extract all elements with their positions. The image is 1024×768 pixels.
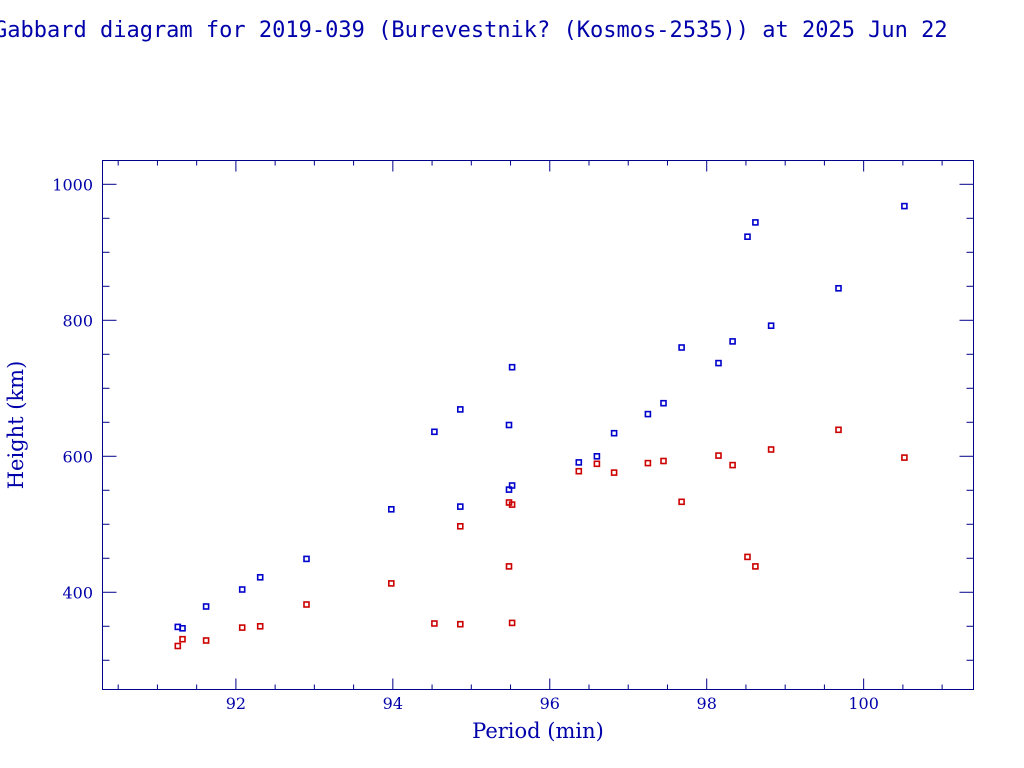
perigee-point (744, 553, 751, 561)
x-tick-label: 96 (540, 694, 560, 713)
apogee-point (256, 573, 264, 581)
perigee-point (610, 469, 618, 476)
perigee-point (456, 620, 464, 628)
perigee-point (508, 619, 516, 627)
data-points (174, 202, 908, 650)
apogee-point (835, 284, 842, 292)
x-axis-label: Period (min) (472, 719, 604, 743)
apogee-point (660, 399, 667, 407)
perigee-point (752, 563, 759, 570)
axis-ticks (102, 160, 974, 690)
apogee-point (238, 586, 246, 593)
perigee-point (835, 426, 842, 434)
perigee-point (256, 622, 264, 630)
perigee-point (303, 601, 310, 608)
apogee-point (456, 406, 464, 413)
apogee-point (575, 459, 583, 466)
apogee-point (610, 429, 618, 437)
apogee-point (431, 428, 438, 436)
x-tick-label: 100 (848, 694, 879, 713)
apogee-point (729, 338, 736, 345)
perigee-point (767, 446, 775, 453)
apogee-point (767, 322, 775, 330)
perigee-point (729, 461, 736, 469)
chart-title: Gabbard diagram for 2019-039 (Burevestni… (0, 18, 948, 43)
apogee-point (744, 233, 751, 240)
perigee-point (575, 467, 583, 475)
perigee-point (901, 454, 908, 461)
y-tick-label: 800 (62, 311, 93, 330)
y-tick-label: 600 (62, 447, 93, 466)
perigee-point (508, 501, 516, 508)
perigee-point (431, 620, 438, 627)
perigee-point (660, 457, 667, 465)
apogee-point (752, 219, 759, 226)
apogee-point (715, 359, 722, 367)
apogee-point (508, 363, 516, 371)
x-tick-label: 94 (383, 694, 403, 713)
perigee-point (644, 459, 652, 467)
y-tick-label: 400 (62, 583, 93, 602)
perigee-point (715, 452, 722, 459)
apogee-point (901, 202, 908, 210)
perigee-point (387, 580, 395, 587)
x-tick-label: 92 (226, 694, 246, 713)
apogee-point (202, 603, 210, 610)
perigee-point (179, 635, 186, 643)
apogee-point (678, 344, 685, 351)
perigee-point (174, 642, 182, 650)
apogee-point (508, 482, 516, 489)
apogee-point (644, 410, 652, 418)
apogee-point (179, 624, 186, 632)
x-tick-label: 98 (697, 694, 717, 713)
apogee-point (593, 452, 601, 460)
perigee-point (678, 498, 685, 506)
plot-frame (102, 160, 974, 690)
perigee-point (456, 522, 464, 530)
apogee-point (387, 505, 395, 513)
axis-tick-labels: 92 94 96 98 100 400 600 800 1000 (52, 175, 879, 713)
perigee-point (238, 624, 246, 631)
perigee-point (505, 563, 513, 570)
perigee-point (593, 460, 601, 468)
apogee-point (505, 421, 513, 429)
apogee-point (303, 555, 310, 563)
y-axis-label: Height (km) (4, 361, 28, 490)
perigee-point (202, 637, 210, 644)
apogee-point (456, 503, 464, 510)
y-tick-label: 1000 (52, 175, 93, 194)
